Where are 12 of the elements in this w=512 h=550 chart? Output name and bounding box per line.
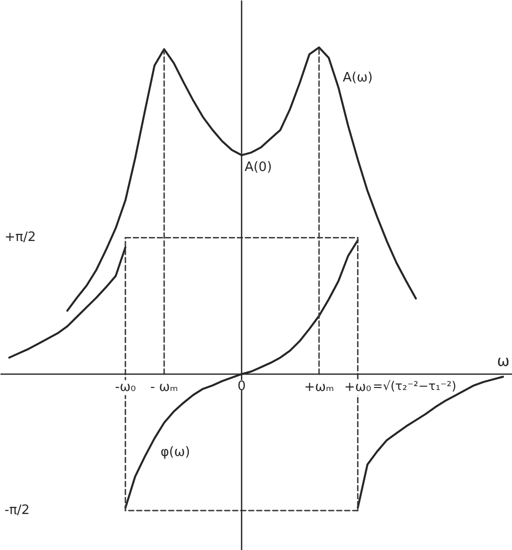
y-tick-label: +π/2: [4, 230, 36, 246]
y-tick-label: -π/2: [4, 503, 30, 518]
x-tick-label: 0: [237, 379, 246, 394]
series-label: φ(ω): [160, 444, 190, 460]
annotation: =√(τ₂⁻²−τ₁⁻²): [372, 379, 456, 394]
series-label: A(ω): [342, 70, 373, 86]
x-axis-title: ω: [496, 352, 510, 370]
x-tick-label: +ω₀: [344, 380, 372, 396]
x-tick-label: -ω₀: [115, 380, 136, 396]
annotation: A(0): [244, 160, 272, 176]
x-tick-label: - ωₘ: [150, 380, 178, 396]
x-tick-label: +ωₘ: [304, 380, 334, 396]
